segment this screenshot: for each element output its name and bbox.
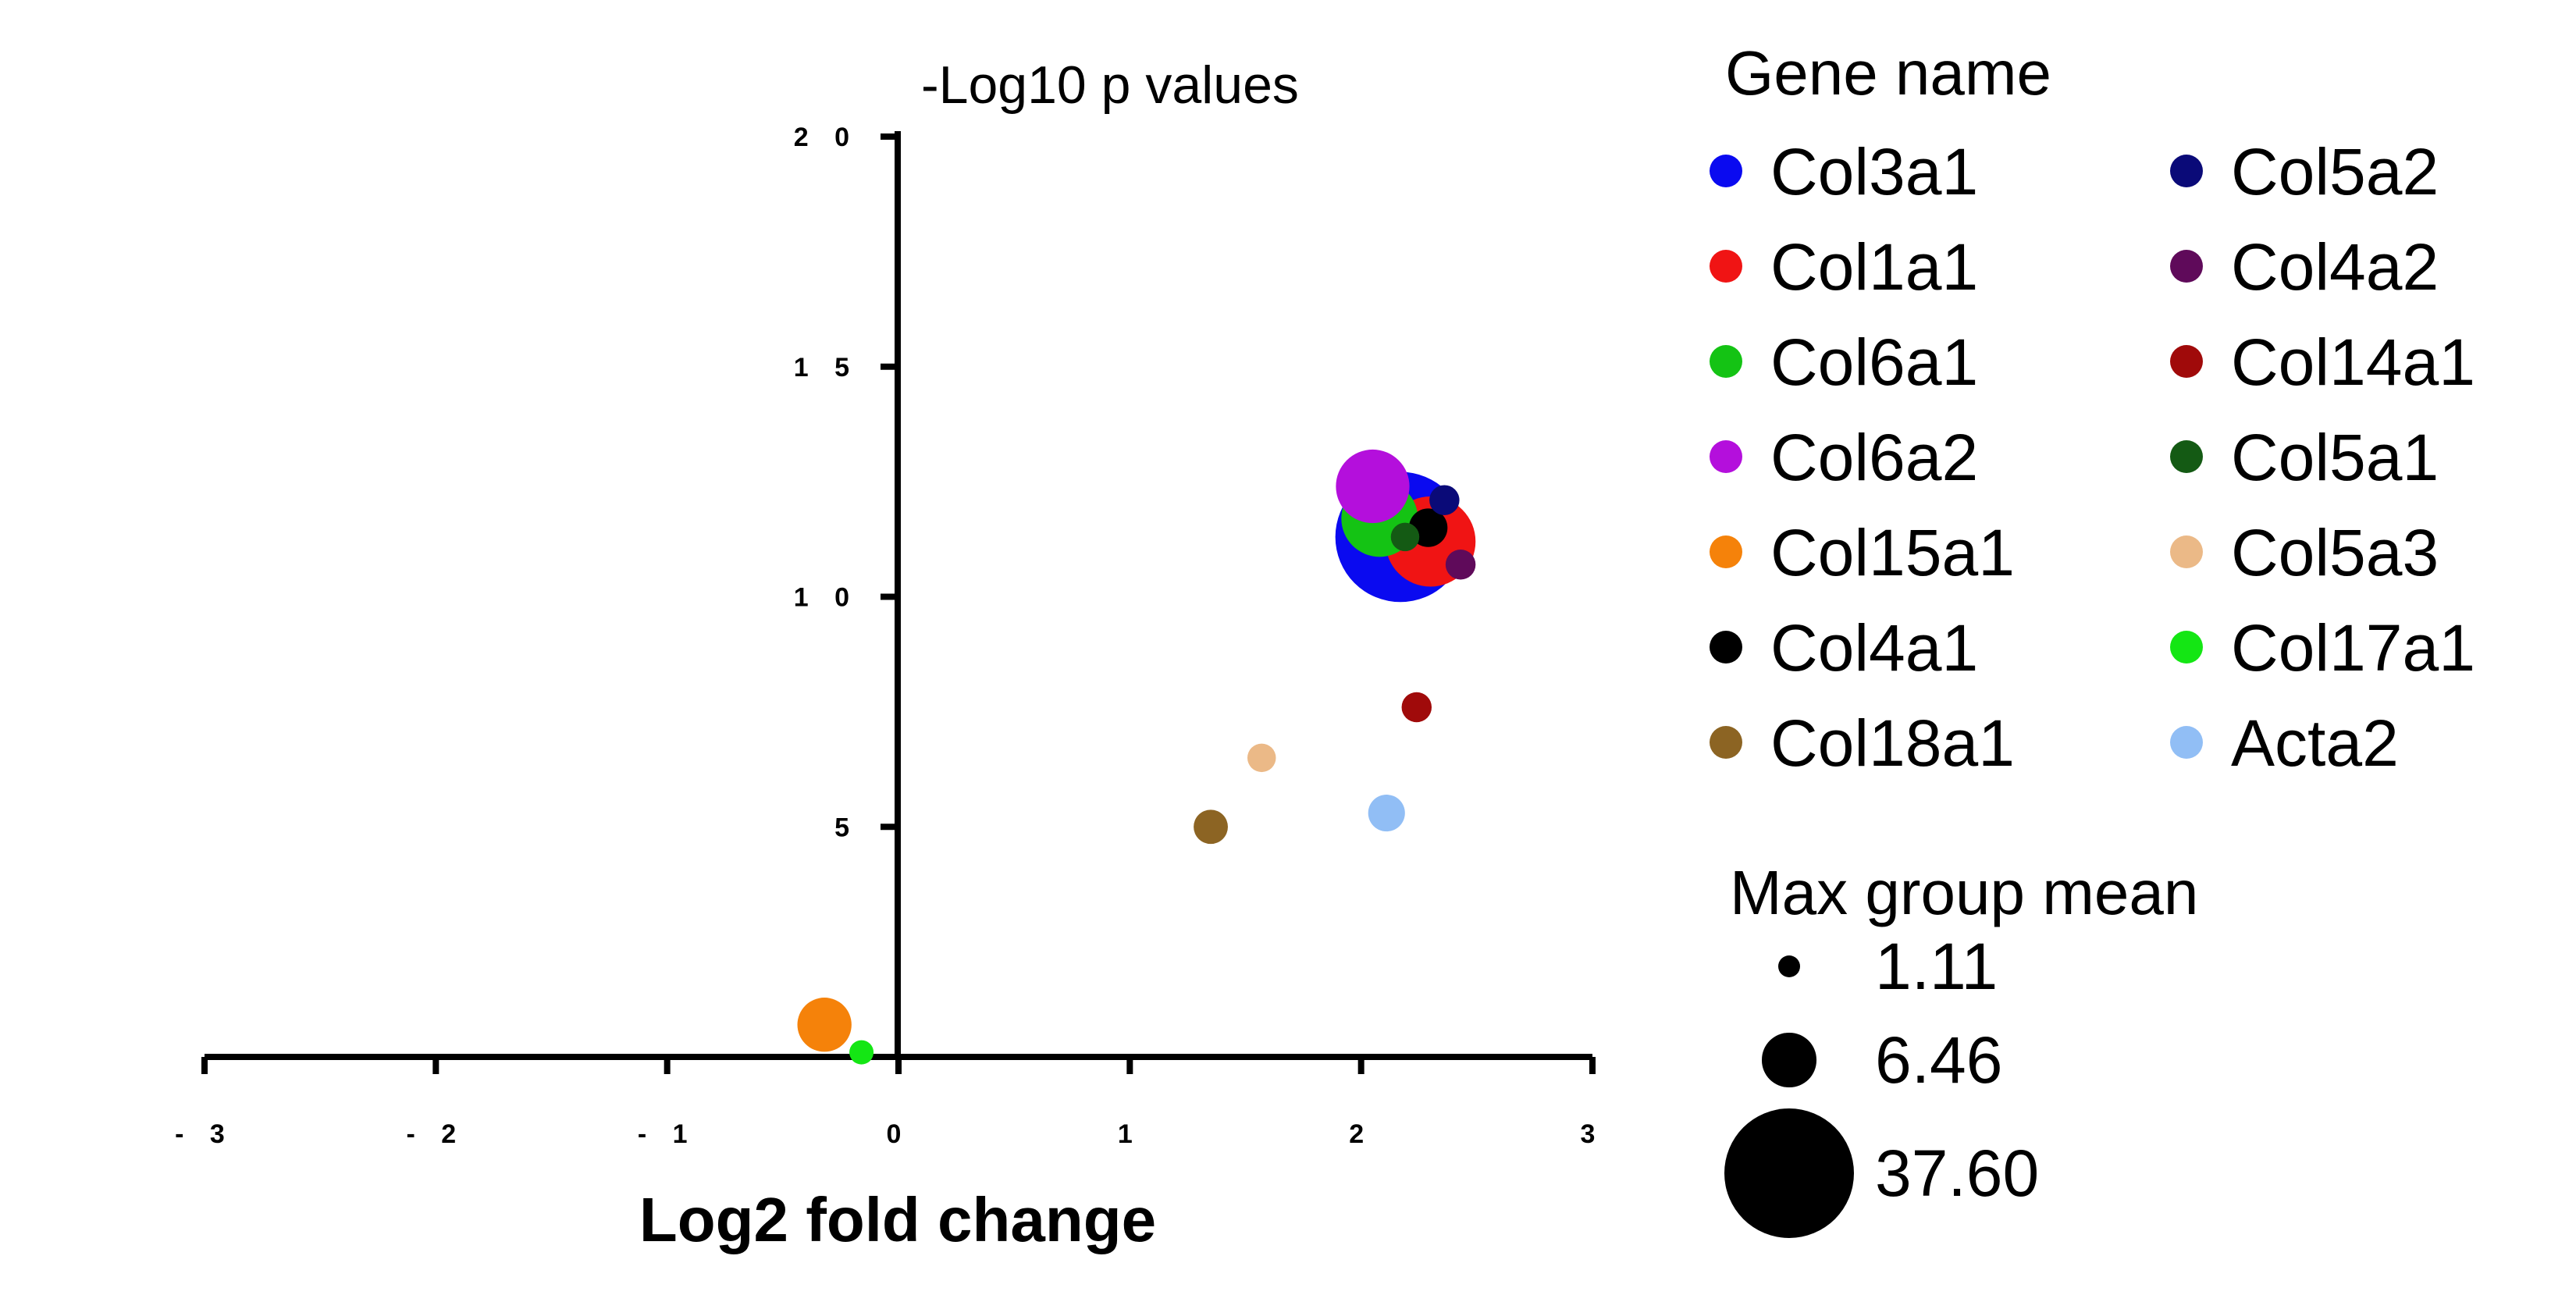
legend-title: Gene name <box>1725 38 2052 108</box>
x-tick-label: 0 <box>887 1119 911 1149</box>
legend-marker <box>1710 345 1742 378</box>
legend-label: Col5a1 <box>2231 421 2439 494</box>
legend-marker <box>1710 726 1742 759</box>
legend-marker <box>2170 250 2203 283</box>
data-point-col18a1 <box>1194 809 1228 845</box>
legend-label: Col6a1 <box>1770 326 1979 399</box>
size-legend-label: 1.11 <box>1875 930 1998 1003</box>
legend-label: Col4a1 <box>1770 611 1979 685</box>
legend-marker <box>1710 155 1742 187</box>
size-legend-title: Max group mean <box>1730 858 2199 927</box>
x-tick-label: 2 <box>1349 1119 1373 1149</box>
y-ticks: 5 1 0 1 5 2 0 <box>794 123 898 842</box>
y-tick-label: 1 5 <box>794 353 859 382</box>
data-point-col5a1 <box>1390 522 1420 552</box>
x-tick-label: - 3 <box>175 1119 234 1149</box>
legend-label: Col4a2 <box>2231 230 2439 304</box>
y-tick-label: 2 0 <box>794 123 859 152</box>
data-point-col5a2 <box>1429 485 1460 515</box>
y-tick-label: 5 <box>834 813 859 842</box>
legend-marker <box>1710 440 1742 473</box>
axes: - 3 - 2 - 1 0 1 2 3 5 1 0 1 5 2 0 <box>175 123 1605 1149</box>
y-axis-title: -Log10 p values <box>921 55 1299 115</box>
size-legend-marker <box>1724 1108 1855 1239</box>
legend-marker <box>2170 345 2203 378</box>
legend-label: Col15a1 <box>1770 516 2015 589</box>
legend-label: Col18a1 <box>1770 706 2015 780</box>
legend-marker <box>2170 155 2203 187</box>
size-legend-marker <box>1777 955 1801 978</box>
data-point-acta2 <box>1368 795 1405 832</box>
x-tick-label: - 1 <box>638 1119 697 1149</box>
size-legend-marker <box>1762 1033 1816 1087</box>
data-point-col17a1 <box>849 1040 874 1065</box>
legend: Gene name Col3a1 Col1a1 Col6a1 Col6a2 Col15a… <box>1710 31 2568 1280</box>
legend-label: Col6a2 <box>1770 421 1979 494</box>
legend-marker <box>2170 535 2203 568</box>
data-point-col4a2 <box>1445 550 1476 580</box>
legend-marker <box>2170 631 2203 664</box>
legend-marker <box>1710 535 1742 568</box>
x-tick-label: 1 <box>1118 1119 1142 1149</box>
x-axis-title: Log2 fold change <box>639 1185 1156 1254</box>
x-ticks: - 3 - 2 - 1 0 1 2 3 <box>175 1057 1605 1149</box>
y-tick-label: 1 0 <box>794 583 859 613</box>
data-point-col14a1 <box>1401 692 1432 723</box>
legend-marker <box>1710 631 1742 664</box>
legend-label: Col5a2 <box>2231 135 2439 208</box>
size-legend-label: 37.60 <box>1875 1137 2040 1210</box>
legend-label: Col3a1 <box>1770 135 1979 208</box>
legend-label: Col14a1 <box>2231 326 2475 399</box>
legend-marker <box>1710 250 1742 283</box>
legend-marker <box>2170 440 2203 473</box>
legend-label: Col5a3 <box>2231 516 2439 589</box>
x-tick-label: 3 <box>1581 1119 1605 1149</box>
legend-label: Acta2 <box>2231 706 2399 780</box>
data-points <box>797 449 1476 1065</box>
data-point-col6a2 <box>1336 449 1410 524</box>
legend-marker <box>2170 726 2203 759</box>
size-legend-label: 6.46 <box>1875 1023 2003 1097</box>
legend-label: Col1a1 <box>1770 230 1979 304</box>
legend-label: Col17a1 <box>2231 611 2475 685</box>
data-point-col15a1 <box>797 998 852 1052</box>
x-tick-label: - 2 <box>406 1119 465 1149</box>
data-point-col5a3 <box>1247 743 1276 773</box>
